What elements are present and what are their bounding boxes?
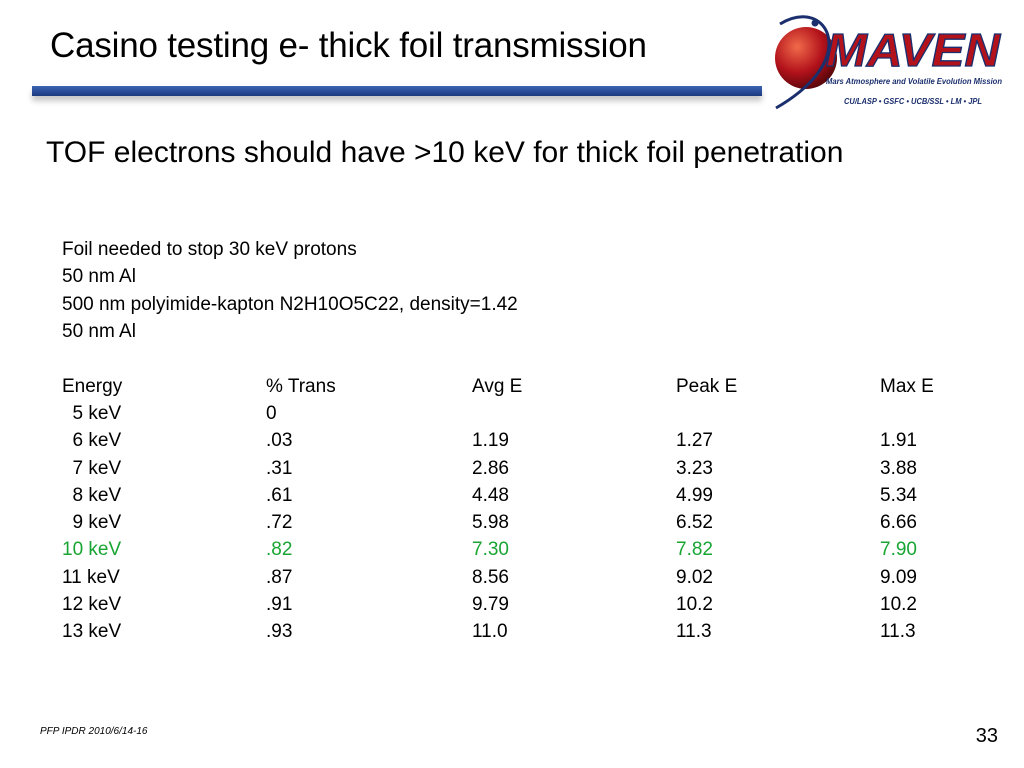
table-cell-energy: 7 keV — [62, 457, 122, 479]
foil-spec-line: 50 nm Al — [62, 320, 136, 342]
table-row: 6 keV .03 1.19 1.27 1.91 — [62, 428, 970, 455]
table-cell-trans: .61 — [266, 484, 293, 506]
table-cell-max: 7.90 — [880, 539, 917, 561]
table-cell-trans: .03 — [266, 430, 293, 452]
foil-spec-line: 500 nm polyimide-kapton N2H10O5C22, dens… — [62, 293, 518, 315]
maven-logo: MAVEN Mars Atmosphere and Volatile Evolu… — [775, 15, 1002, 110]
table-cell-avg: 2.86 — [472, 457, 509, 479]
table-cell-peak: 1.27 — [676, 430, 713, 452]
foil-spec-line: Foil needed to stop 30 keV protons — [62, 239, 357, 260]
table-row: 5 keV 0 — [62, 400, 970, 427]
table-cell-energy: 5 keV — [62, 402, 122, 424]
table-cell-max — [880, 400, 970, 427]
table-cell-max: 11.3 — [880, 621, 916, 643]
table-cell-energy: 11 keV — [62, 566, 120, 588]
table-row: 12 keV .91 9.79 10.2 10.2 — [62, 591, 970, 618]
table-cell-max: 6.66 — [880, 512, 917, 534]
table-row: 10 keV .82 7.30 7.82 7.90 — [62, 537, 970, 564]
table-cell-trans: .72 — [266, 512, 293, 534]
foil-spec-line: 50 nm Al — [62, 266, 136, 288]
table-cell-peak: 7.82 — [676, 539, 713, 561]
transmission-table: Energy % Trans Avg E Peak E Max E 5 keV 0… — [62, 373, 970, 646]
slide-title: Casino testing e- thick foil transmissio… — [50, 26, 647, 65]
logo-tagline: Mars Atmosphere and Volatile Evolution M… — [826, 77, 1002, 86]
table-cell-avg — [472, 400, 676, 427]
table-cell-avg: 9.79 — [472, 594, 509, 616]
table-cell-energy: 10 keV — [62, 539, 122, 561]
table-row: 9 keV .72 5.98 6.52 6.66 — [62, 509, 970, 536]
table-cell-peak: 10.2 — [676, 594, 713, 616]
table-cell-avg: 4.48 — [472, 484, 509, 506]
table-cell-energy: 12 keV — [62, 594, 122, 616]
table-row: 7 keV .31 2.86 3.23 3.88 — [62, 455, 970, 482]
table-cell-trans: 0 — [266, 402, 277, 424]
table-cell-peak: 6.52 — [676, 512, 713, 534]
table-cell-trans: .91 — [266, 594, 293, 616]
mars-planet-icon — [775, 27, 837, 89]
slide-footer: PFP IPDR 2010/6/14-16 — [40, 726, 148, 737]
table-cell-trans: .31 — [266, 457, 293, 479]
table-cell-avg: 5.98 — [472, 512, 509, 534]
column-header-avg-e: Avg E — [472, 375, 523, 397]
table-row: 13 keV .93 11.0 11.3 11.3 — [62, 619, 970, 646]
table-cell-max: 1.91 — [880, 430, 917, 452]
table-cell-trans: .82 — [266, 539, 293, 561]
table-cell-peak — [676, 400, 880, 427]
column-header-trans: % Trans — [266, 375, 336, 397]
logo-wordmark: MAVEN — [826, 24, 1001, 76]
column-header-energy: Energy — [62, 375, 123, 397]
table-cell-trans: .87 — [266, 566, 293, 588]
table-cell-energy: 9 keV — [62, 512, 122, 534]
table-cell-peak: 11.3 — [676, 621, 712, 643]
table-cell-peak: 9.02 — [676, 566, 713, 588]
column-header-max-e: Max E — [880, 375, 934, 397]
table-cell-max: 9.09 — [880, 566, 917, 588]
table-cell-max: 10.2 — [880, 594, 917, 616]
table-cell-peak: 4.99 — [676, 484, 713, 506]
table-header-row: Energy % Trans Avg E Peak E Max E — [62, 373, 970, 400]
table-row: 8 keV .61 4.48 4.99 5.34 — [62, 482, 970, 509]
table-cell-avg: 1.19 — [472, 430, 509, 452]
table-cell-energy: 8 keV — [62, 484, 122, 506]
table-cell-avg: 11.0 — [472, 621, 508, 643]
table-cell-energy: 13 keV — [62, 621, 122, 643]
table-row: 11 keV .87 8.56 9.02 9.09 — [62, 564, 970, 591]
table-cell-avg: 8.56 — [472, 566, 509, 588]
table-cell-trans: .93 — [266, 621, 293, 643]
title-underline-bar — [32, 86, 762, 96]
slide-subtitle: TOF electrons should have >10 keV for th… — [46, 136, 844, 169]
table-cell-peak: 3.23 — [676, 457, 713, 479]
column-header-peak-e: Peak E — [676, 375, 738, 397]
foil-spec-block: Foil needed to stop 30 keV protons 50 nm… — [62, 236, 518, 345]
table-cell-max: 5.34 — [880, 484, 917, 506]
logo-partners: CU/LASP • GSFC • UCB/SSL • LM • JPL — [844, 97, 982, 106]
page-number: 33 — [975, 725, 998, 747]
table-cell-energy: 6 keV — [62, 430, 122, 452]
table-cell-avg: 7.30 — [472, 539, 509, 561]
orbit-swoosh-icon — [775, 15, 831, 110]
table-cell-max: 3.88 — [880, 457, 917, 479]
